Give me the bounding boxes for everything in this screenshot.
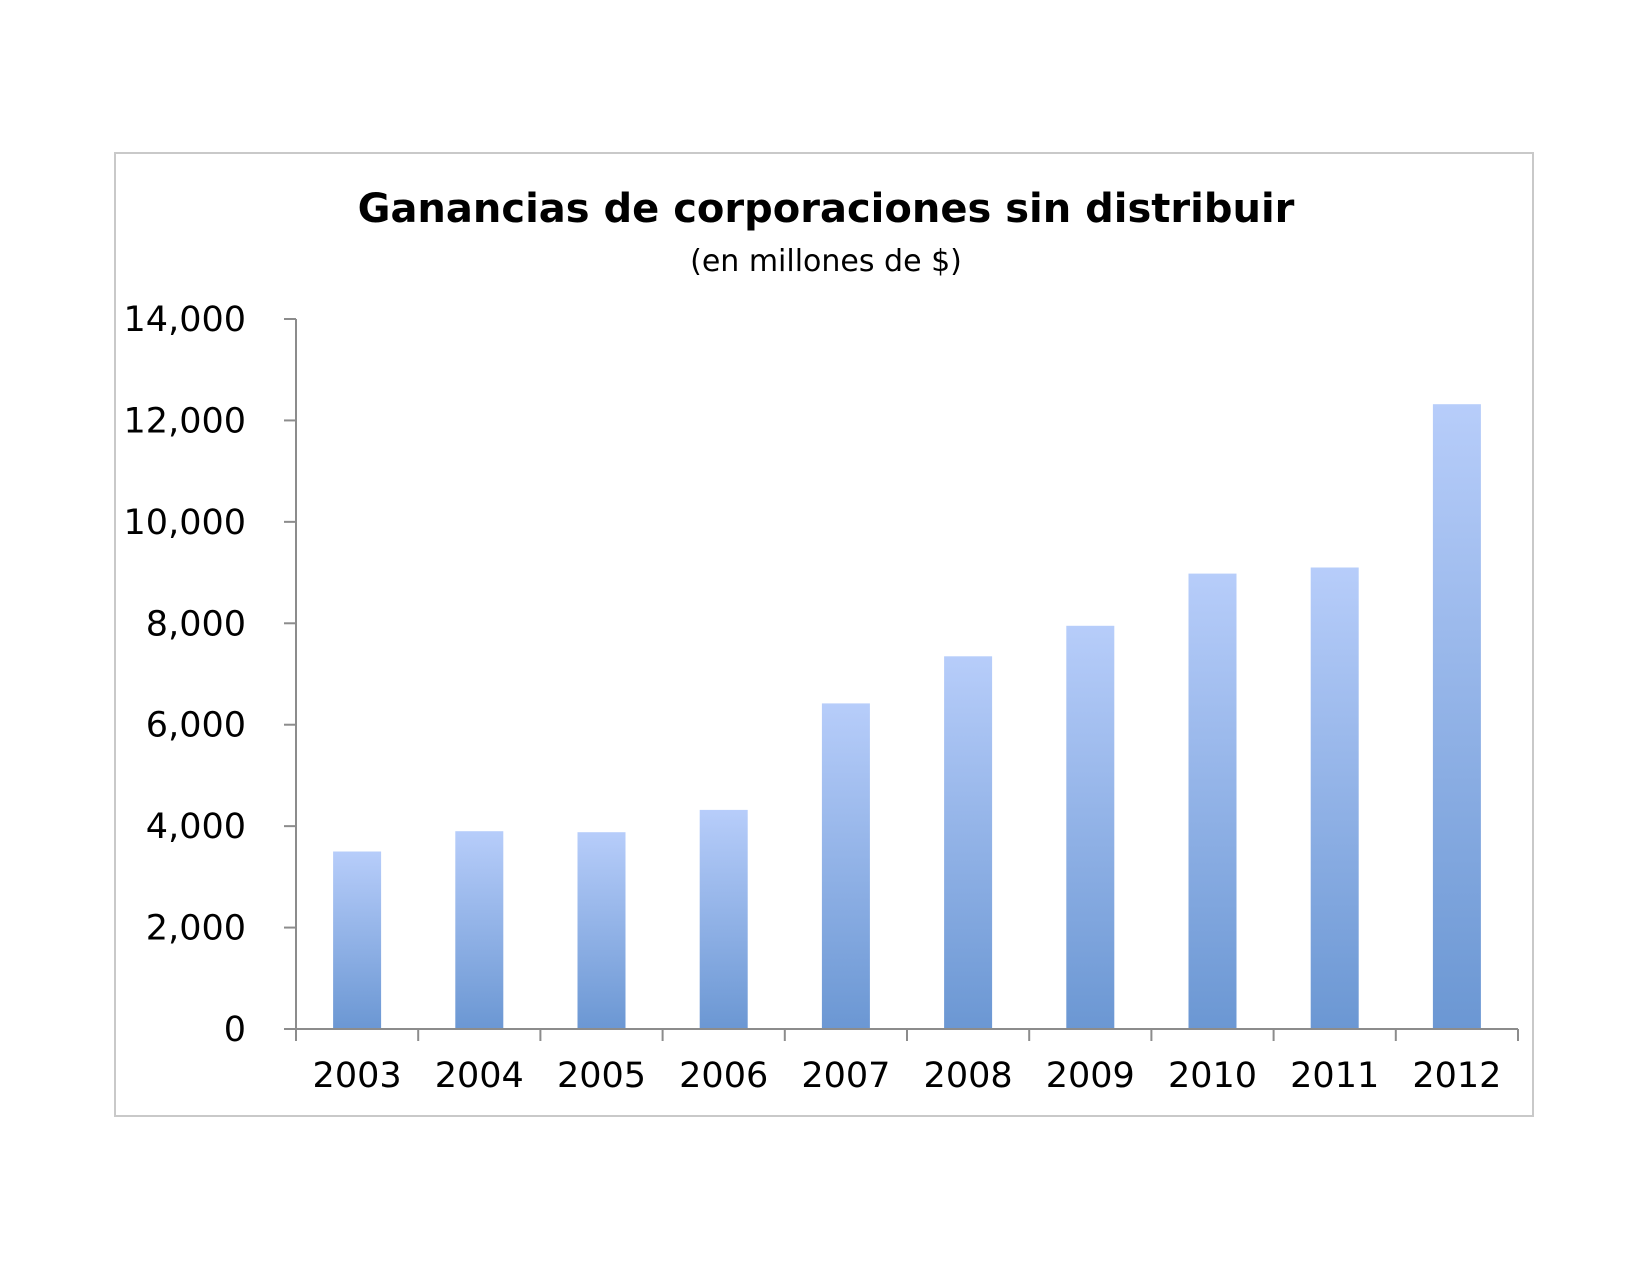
- x-tick-label: 2010: [1168, 1056, 1257, 1096]
- bar-2004: [455, 831, 504, 1029]
- bars-layer: [333, 404, 1481, 1030]
- chart-title: Ganancias de corporaciones sin distribui…: [358, 186, 1295, 232]
- bar-2007: [821, 703, 870, 1029]
- bar-2009: [1066, 625, 1115, 1029]
- chart-subtitle: (en millones de $): [690, 244, 962, 279]
- x-tick-label: 2003: [313, 1056, 402, 1096]
- x-tick-label: 2006: [679, 1056, 768, 1096]
- bar-2012: [1432, 404, 1481, 1029]
- axes-layer: [284, 318, 1519, 1041]
- x-tick-label: 2008: [924, 1056, 1013, 1096]
- bar-2005: [577, 832, 626, 1029]
- y-tick-label: 0: [224, 1010, 246, 1050]
- y-tick-label: 6,000: [146, 706, 246, 746]
- x-tick-label: 2009: [1046, 1056, 1135, 1096]
- x-tick-label: 2004: [435, 1056, 524, 1096]
- bar-2003: [333, 851, 382, 1029]
- y-tick-label: 2,000: [146, 909, 246, 949]
- x-tick-label: 2011: [1290, 1056, 1379, 1096]
- bar-2008: [944, 656, 993, 1030]
- y-tick-label: 14,000: [124, 300, 246, 340]
- x-tick-label: 2005: [557, 1056, 646, 1096]
- labels-layer: 0 2,000 4,000 6,000 8,000 10,000 12,000 14,000 2…: [124, 300, 1502, 1096]
- bar-chart: Ganancias de corporaciones sin distribui…: [124, 186, 1519, 1096]
- bar-2011: [1310, 567, 1359, 1029]
- y-tick-label: 4,000: [146, 807, 246, 847]
- x-tick-label: 2012: [1412, 1056, 1501, 1096]
- x-tick-label: 2007: [801, 1056, 890, 1096]
- y-tick-label: 8,000: [146, 604, 246, 644]
- y-tick-label: 10,000: [124, 503, 246, 543]
- bar-2006: [699, 809, 748, 1029]
- bar-2010: [1188, 573, 1237, 1029]
- chart-frame: Ganancias de corporaciones sin distribui…: [114, 152, 1534, 1117]
- y-tick-label: 12,000: [124, 401, 246, 441]
